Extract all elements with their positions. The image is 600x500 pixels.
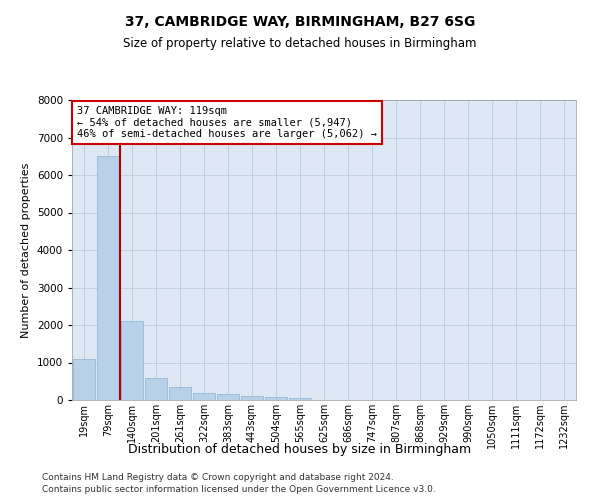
Text: Contains HM Land Registry data © Crown copyright and database right 2024.: Contains HM Land Registry data © Crown c… [42, 472, 394, 482]
Text: Size of property relative to detached houses in Birmingham: Size of property relative to detached ho… [123, 38, 477, 51]
Bar [289, 398, 311, 400]
Bar [145, 378, 167, 400]
Bar [121, 322, 143, 400]
Bar [193, 393, 215, 400]
Bar [97, 156, 119, 400]
Bar [169, 387, 191, 400]
Text: Contains public sector information licensed under the Open Government Licence v3: Contains public sector information licen… [42, 485, 436, 494]
Text: 37, CAMBRIDGE WAY, BIRMINGHAM, B27 6SG: 37, CAMBRIDGE WAY, BIRMINGHAM, B27 6SG [125, 15, 475, 29]
Text: 37 CAMBRIDGE WAY: 119sqm
← 54% of detached houses are smaller (5,947)
46% of sem: 37 CAMBRIDGE WAY: 119sqm ← 54% of detach… [77, 106, 377, 139]
Y-axis label: Number of detached properties: Number of detached properties [21, 162, 31, 338]
Bar [217, 394, 239, 400]
Bar [241, 396, 263, 400]
Text: Distribution of detached houses by size in Birmingham: Distribution of detached houses by size … [128, 442, 472, 456]
Bar [73, 359, 95, 400]
Bar [265, 398, 287, 400]
